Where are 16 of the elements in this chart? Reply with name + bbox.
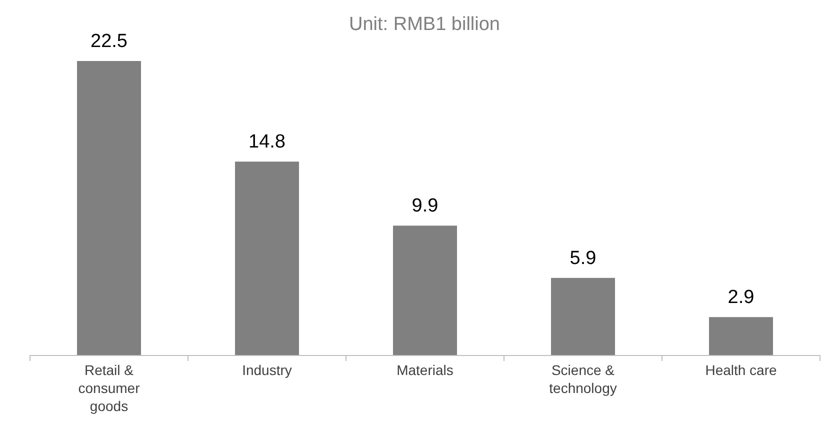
x-tick-label: Health care [705, 362, 778, 378]
x-tick-label: Science & technology [549, 362, 617, 396]
data-label: 22.5 [90, 31, 128, 52]
data-label: 5.9 [570, 248, 596, 269]
data-label: 9.9 [412, 196, 438, 217]
chart-title: Unit: RMB1 billion [349, 14, 500, 35]
bar [709, 317, 773, 355]
bar [77, 61, 141, 355]
data-label: 14.8 [248, 132, 286, 153]
bar [393, 226, 457, 355]
x-tick-label: Materials [396, 362, 454, 378]
data-label: 2.9 [728, 287, 754, 308]
x-tick-label: Industry [242, 362, 292, 378]
bar [235, 162, 299, 355]
bar [551, 278, 615, 355]
x-tick-label: Retail & consumer goods [78, 362, 140, 414]
